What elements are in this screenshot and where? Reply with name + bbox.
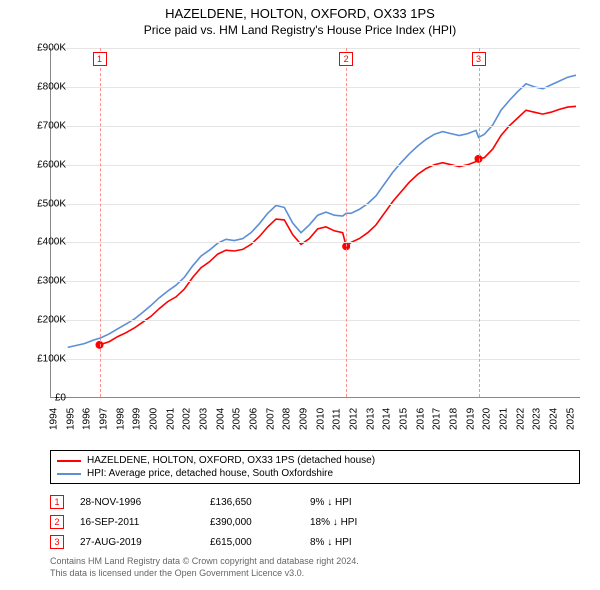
transaction-table: 1 28-NOV-1996£136,6509% ↓ HPI 2 16-SEP-2011…: [50, 492, 580, 552]
legend-label: HPI: Average price, detached house, Sout…: [87, 468, 333, 479]
footer-attribution: Contains HM Land Registry data © Crown c…: [50, 556, 580, 579]
y-axis-label: £200K: [37, 315, 66, 326]
chart-title: HAZELDENE, HOLTON, OXFORD, OX33 1PS: [0, 0, 600, 21]
transaction-delta: 18% ↓ HPI: [310, 517, 420, 528]
legend-swatch: [57, 460, 81, 462]
transaction-marker: 2: [339, 52, 353, 66]
transaction-date: 27-AUG-2019: [80, 537, 210, 548]
transaction-marker: 3: [50, 535, 64, 549]
y-axis-label: £300K: [37, 276, 66, 287]
x-axis-label: 2010: [315, 408, 326, 430]
y-axis-label: £400K: [37, 237, 66, 248]
x-axis-label: 1995: [65, 408, 76, 430]
x-axis-label: 2000: [149, 408, 160, 430]
footer-line: This data is licensed under the Open Gov…: [50, 568, 580, 580]
transaction-price: £390,000: [210, 517, 310, 528]
plot-area: 1 2 3: [50, 48, 580, 398]
x-axis-label: 2014: [382, 408, 393, 430]
transaction-row: 1 28-NOV-1996£136,6509% ↓ HPI: [50, 492, 580, 512]
transaction-price: £615,000: [210, 537, 310, 548]
x-axis-label: 2009: [299, 408, 310, 430]
x-axis-label: 1999: [132, 408, 143, 430]
x-axis-label: 2008: [282, 408, 293, 430]
x-axis-label: 2002: [182, 408, 193, 430]
y-axis-label: £0: [55, 393, 66, 404]
x-axis-label: 2011: [332, 408, 343, 430]
legend-swatch: [57, 473, 81, 475]
x-axis-label: 2004: [215, 408, 226, 430]
legend-item: HAZELDENE, HOLTON, OXFORD, OX33 1PS (det…: [57, 454, 573, 467]
footer-line: Contains HM Land Registry data © Crown c…: [50, 556, 580, 568]
x-axis-label: 2016: [415, 408, 426, 430]
legend-label: HAZELDENE, HOLTON, OXFORD, OX33 1PS (det…: [87, 455, 375, 466]
transaction-row: 3 27-AUG-2019£615,0008% ↓ HPI: [50, 532, 580, 552]
transaction-delta: 8% ↓ HPI: [310, 537, 420, 548]
x-axis-label: 2021: [499, 408, 510, 430]
x-axis-label: 2013: [365, 408, 376, 430]
x-axis-label: 2024: [549, 408, 560, 430]
transaction-date: 28-NOV-1996: [80, 497, 210, 508]
x-axis-label: 1997: [99, 408, 110, 430]
x-axis-label: 2006: [249, 408, 260, 430]
transaction-price: £136,650: [210, 497, 310, 508]
transaction-marker: 2: [50, 515, 64, 529]
y-axis-label: £500K: [37, 198, 66, 209]
plot-svg: [51, 48, 580, 397]
chart-subtitle: Price paid vs. HM Land Registry's House …: [0, 21, 600, 37]
transaction-marker: 1: [93, 52, 107, 66]
y-axis-label: £100K: [37, 354, 66, 365]
x-axis-label: 2001: [165, 408, 176, 430]
transaction-delta: 9% ↓ HPI: [310, 497, 420, 508]
x-axis-label: 2005: [232, 408, 243, 430]
transaction-row: 2 16-SEP-2011£390,00018% ↓ HPI: [50, 512, 580, 532]
x-axis-label: 2018: [449, 408, 460, 430]
x-axis-label: 2022: [515, 408, 526, 430]
y-axis-label: £600K: [37, 159, 66, 170]
transaction-date: 16-SEP-2011: [80, 517, 210, 528]
x-axis-label: 2017: [432, 408, 443, 430]
chart-container: HAZELDENE, HOLTON, OXFORD, OX33 1PS Pric…: [0, 0, 600, 590]
x-axis-label: 2025: [565, 408, 576, 430]
legend-item: HPI: Average price, detached house, Sout…: [57, 467, 573, 480]
x-axis-label: 2019: [465, 408, 476, 430]
x-axis-label: 2015: [399, 408, 410, 430]
x-axis-label: 2003: [199, 408, 210, 430]
x-axis-label: 2023: [532, 408, 543, 430]
y-axis-label: £700K: [37, 120, 66, 131]
x-axis-label: 1994: [49, 408, 60, 430]
y-axis-label: £800K: [37, 81, 66, 92]
x-axis-label: 2020: [482, 408, 493, 430]
x-axis-label: 2007: [265, 408, 276, 430]
transaction-marker: 3: [472, 52, 486, 66]
x-axis-label: 1996: [82, 408, 93, 430]
y-axis-label: £900K: [37, 43, 66, 54]
x-axis-label: 1998: [115, 408, 126, 430]
x-axis-label: 2012: [349, 408, 360, 430]
legend: HAZELDENE, HOLTON, OXFORD, OX33 1PS (det…: [50, 450, 580, 484]
transaction-marker: 1: [50, 495, 64, 509]
